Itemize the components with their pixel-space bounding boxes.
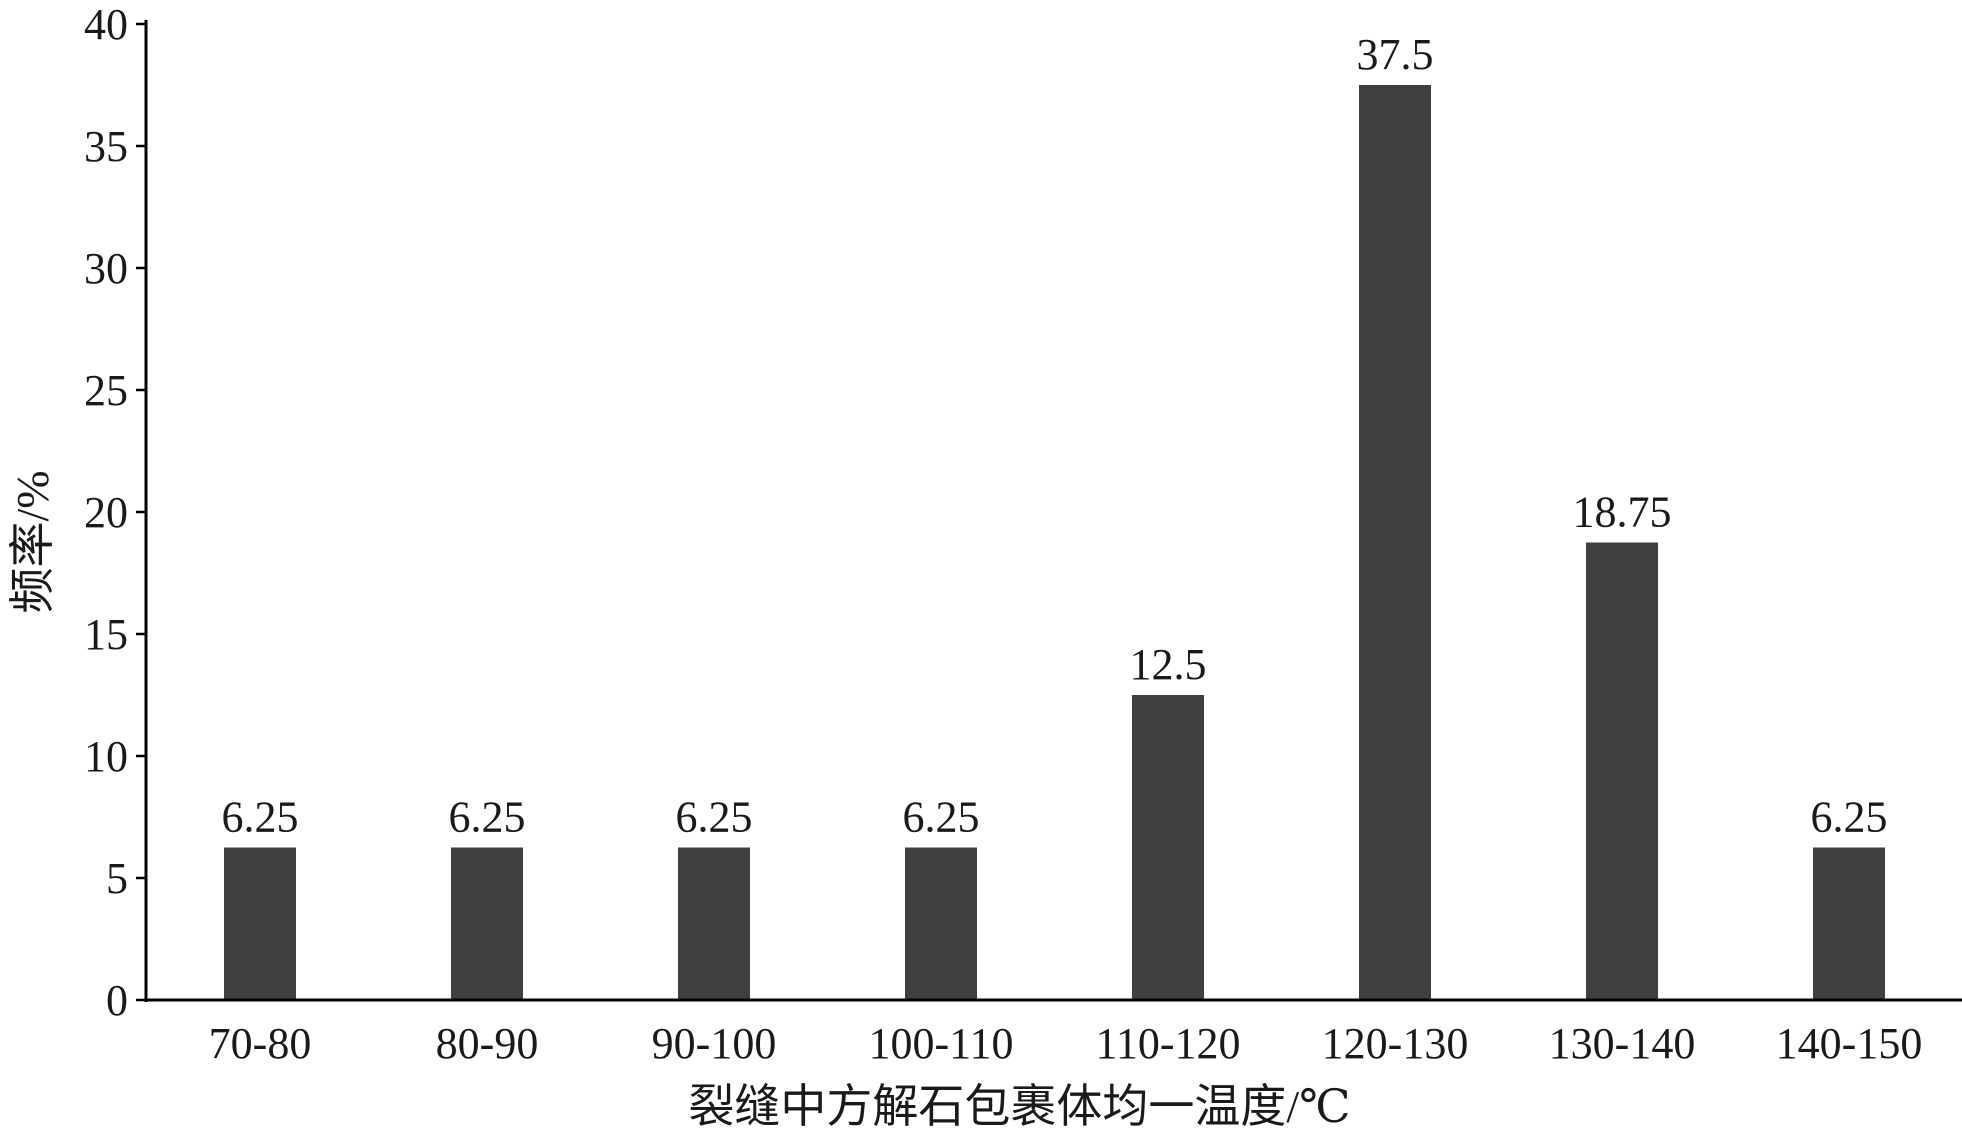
x-tick-label: 70-80 bbox=[209, 1019, 312, 1068]
x-tick-label: 120-130 bbox=[1322, 1019, 1469, 1068]
x-tick-label: 100-110 bbox=[868, 1019, 1013, 1068]
data-label-120-130: 37.5 bbox=[1357, 30, 1434, 79]
bar-140-150 bbox=[1813, 847, 1885, 1000]
x-axis-title: 裂缝中方解石包裹体均一温度/℃ bbox=[688, 1081, 1350, 1132]
x-tick-label: 110-120 bbox=[1095, 1019, 1240, 1068]
y-axis-title: 频率/% bbox=[7, 470, 58, 613]
data-label-90-100: 6.25 bbox=[676, 793, 753, 842]
data-label-140-150: 6.25 bbox=[1811, 793, 1888, 842]
bar-70-80 bbox=[224, 847, 296, 1000]
bar-80-90 bbox=[451, 847, 523, 1000]
data-labels-group: 6.25 6.25 6.25 6.25 12.5 37.5 18.75 6.25 bbox=[222, 30, 1888, 842]
data-label-80-90: 6.25 bbox=[449, 793, 526, 842]
bar-120-130 bbox=[1359, 85, 1431, 1000]
data-label-130-140: 18.75 bbox=[1573, 488, 1672, 537]
bar-90-100 bbox=[678, 847, 750, 1000]
data-label-70-80: 6.25 bbox=[222, 793, 299, 842]
x-axis-ticks: 70-80 80-90 90-100 100-110 110-120 120-130 130… bbox=[209, 1019, 1923, 1068]
x-tick-label: 90-100 bbox=[652, 1019, 777, 1068]
y-tick-label: 35 bbox=[84, 122, 128, 171]
x-tick-label: 140-150 bbox=[1776, 1019, 1923, 1068]
bars-group bbox=[224, 85, 1885, 1000]
y-tick-label: 5 bbox=[106, 854, 128, 903]
y-axis-ticks: 0 5 10 15 20 25 30 35 40 bbox=[84, 0, 146, 1025]
x-tick-label: 130-140 bbox=[1549, 1019, 1696, 1068]
data-label-110-120: 12.5 bbox=[1130, 640, 1207, 689]
y-tick-label: 30 bbox=[84, 244, 128, 293]
y-tick-label: 40 bbox=[84, 0, 128, 49]
y-tick-label: 10 bbox=[84, 732, 128, 781]
y-tick-label: 20 bbox=[84, 488, 128, 537]
y-tick-label: 25 bbox=[84, 366, 128, 415]
bar-110-120 bbox=[1132, 695, 1204, 1000]
data-label-100-110: 6.25 bbox=[903, 793, 980, 842]
bar-100-110 bbox=[905, 847, 977, 1000]
bar-130-140 bbox=[1586, 542, 1658, 1000]
x-tick-label: 80-90 bbox=[436, 1019, 539, 1068]
y-tick-label: 15 bbox=[84, 610, 128, 659]
y-tick-label: 0 bbox=[106, 976, 128, 1025]
